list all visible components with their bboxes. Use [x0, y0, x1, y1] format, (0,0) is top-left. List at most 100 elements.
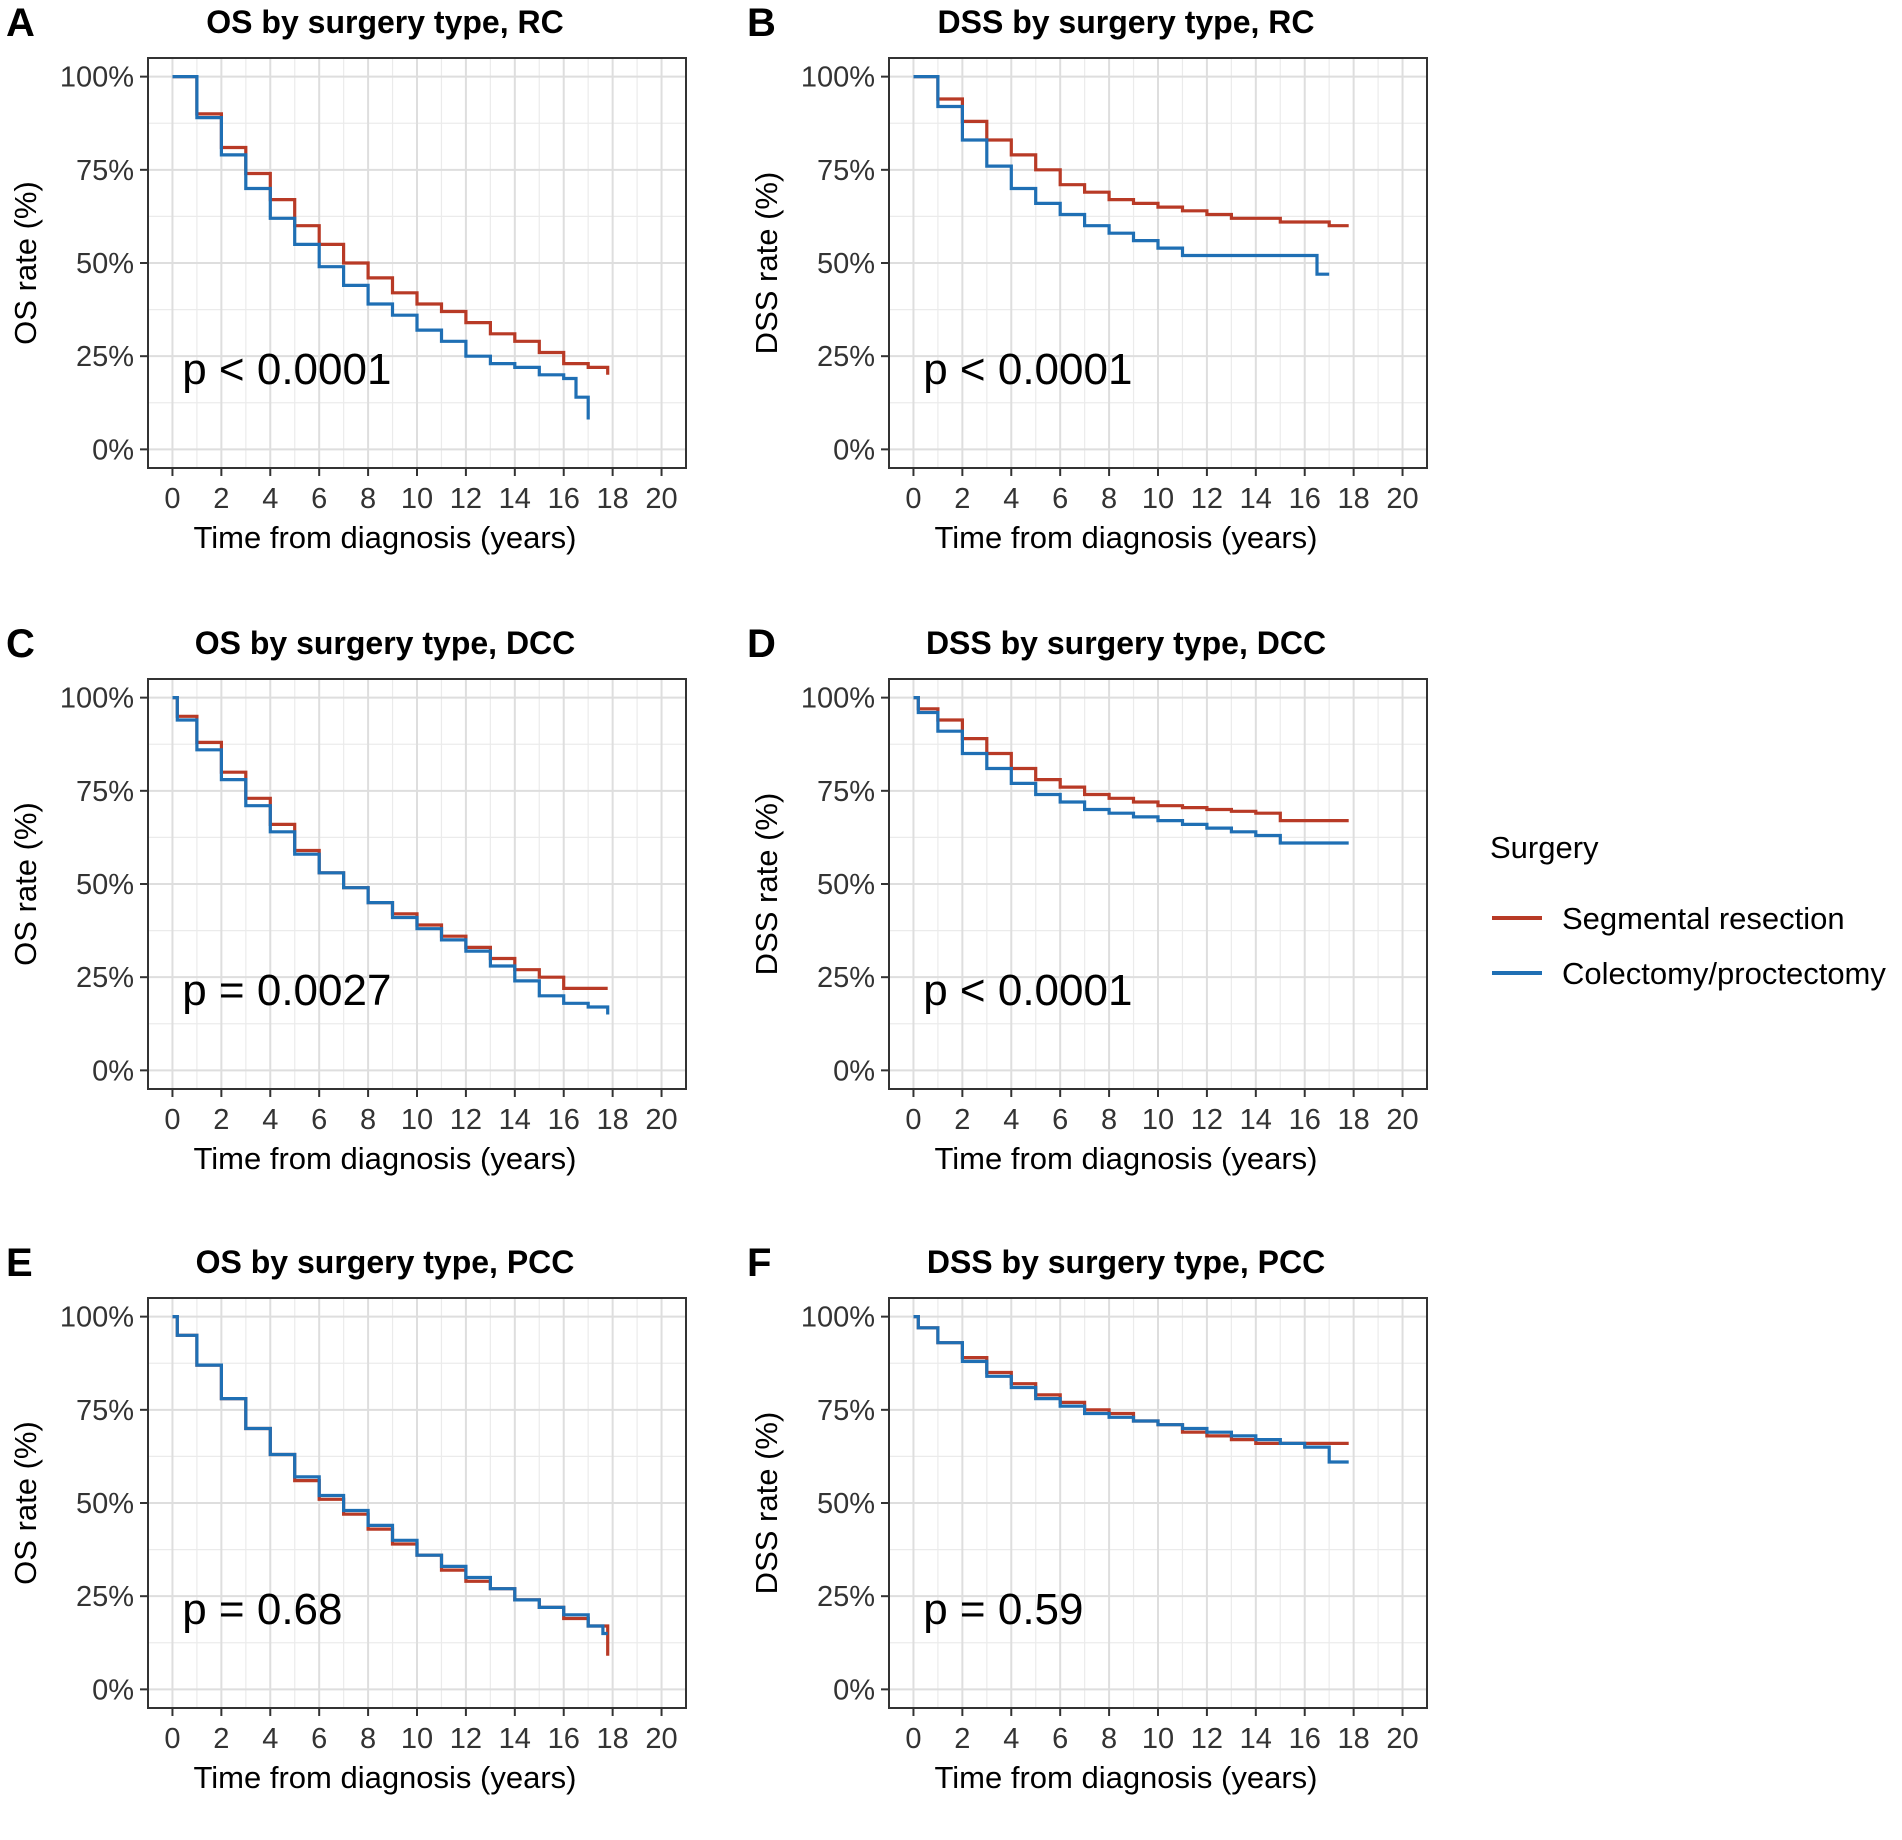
y-axis-title: OS rate (%)	[8, 181, 43, 345]
y-axis-title: DSS rate (%)	[749, 793, 784, 976]
x-tick-label: 10	[1142, 1104, 1174, 1136]
y-tick-label: 0%	[92, 1055, 134, 1087]
y-tick-label: 100%	[60, 1302, 134, 1334]
y-tick-label: 0%	[92, 434, 134, 466]
panel-letter: E	[6, 1241, 33, 1285]
x-axis-title: Time from diagnosis (years)	[193, 1141, 576, 1176]
y-tick-label: 75%	[76, 776, 134, 808]
panel-c: 0 2 4 6 8 10 12 14 16 18 20 0% 25% 50% 75% 100% Time fro…	[6, 622, 687, 1176]
x-tick-label: 12	[1191, 1104, 1223, 1136]
x-tick-label: 2	[213, 1104, 229, 1136]
legend: Surgery Segmental resection Colectomy/pr…	[1490, 830, 1886, 991]
legend-title: Surgery	[1490, 830, 1599, 865]
y-tick-label: 100%	[801, 1302, 875, 1334]
x-tick-label: 6	[311, 1104, 327, 1136]
x-tick-label: 14	[499, 483, 531, 515]
y-axis-title: DSS rate (%)	[749, 1412, 784, 1595]
x-tick-label: 12	[1191, 483, 1223, 515]
x-tick-label: 0	[905, 1104, 921, 1136]
y-tick-label: 25%	[817, 1581, 875, 1613]
legend-label-segmental-resection: Segmental resection	[1562, 901, 1845, 936]
y-tick-label: 50%	[76, 248, 134, 280]
segmental-resectioncurve	[913, 75, 1349, 228]
x-tick-label: 10	[1142, 1723, 1174, 1755]
x-tick-label: 2	[954, 483, 970, 515]
y-tick-label: 50%	[76, 1488, 134, 1520]
panel-title: DSS by surgery type, PCC	[927, 1244, 1325, 1280]
x-tick-label: 18	[597, 1723, 629, 1755]
y-tick-label: 25%	[817, 962, 875, 994]
colectomy-proctectomycurve	[913, 1315, 1349, 1464]
x-tick-label: 2	[213, 483, 229, 515]
y-tick-label: 50%	[817, 248, 875, 280]
p-value-annotation: p = 0.59	[923, 1585, 1083, 1634]
panel-title: DSS by surgery type, DCC	[926, 625, 1326, 661]
x-tick-label: 14	[1240, 483, 1272, 515]
y-tick-label: 25%	[76, 962, 134, 994]
x-axis-title: Time from diagnosis (years)	[934, 1141, 1317, 1176]
colectomy-proctectomycurve	[172, 1315, 608, 1636]
colectomy-proctectomycurve	[172, 75, 590, 420]
y-tick-label: 100%	[60, 62, 134, 94]
x-tick-label: 12	[450, 1104, 482, 1136]
x-tick-label: 14	[499, 1723, 531, 1755]
x-tick-label: 20	[1386, 483, 1418, 515]
x-tick-label: 8	[1101, 1723, 1117, 1755]
panel-letter: F	[747, 1241, 771, 1285]
y-tick-label: 25%	[76, 341, 134, 373]
x-tick-label: 12	[1191, 1723, 1223, 1755]
panel-e: 0 2 4 6 8 10 12 14 16 18 20 0% 25% 50% 75% 100% Time fro…	[6, 1241, 687, 1795]
x-tick-label: 18	[1338, 1104, 1370, 1136]
x-tick-label: 0	[164, 1723, 180, 1755]
y-tick-label: 50%	[76, 869, 134, 901]
x-tick-label: 8	[360, 483, 376, 515]
x-axis-title: Time from diagnosis (years)	[193, 520, 576, 555]
x-tick-label: 14	[499, 1104, 531, 1136]
y-tick-label: 50%	[817, 869, 875, 901]
panels: 0 2 4 6 8 10 12 14 16 18 200%25%50%75%100%Time fro…	[6, 1, 1428, 1795]
x-tick-label: 4	[262, 1723, 278, 1755]
panel-letter: D	[747, 622, 776, 666]
y-tick-label: 25%	[817, 341, 875, 373]
x-tick-label: 6	[311, 1723, 327, 1755]
x-axis-title: Time from diagnosis (years)	[934, 520, 1317, 555]
x-axis-title: Time from diagnosis (years)	[934, 1760, 1317, 1795]
x-tick-label: 16	[548, 1723, 580, 1755]
panel-letter: C	[6, 622, 35, 666]
x-tick-label: 6	[1052, 1723, 1068, 1755]
panel-title: OS by surgery type, DCC	[195, 625, 576, 661]
x-tick-label: 20	[645, 483, 677, 515]
p-value-annotation: p = 0.68	[182, 1585, 342, 1634]
x-tick-label: 4	[262, 1104, 278, 1136]
x-tick-label: 16	[1289, 1104, 1321, 1136]
panel-a: 0 2 4 6 8 10 12 14 16 18 20 0% 25% 50% 75% 100% Time fro…	[6, 1, 687, 555]
x-tick-label: 0	[905, 483, 921, 515]
x-tick-label: 18	[1338, 483, 1370, 515]
x-tick-label: 0	[905, 1723, 921, 1755]
x-tick-label: 4	[1003, 483, 1019, 515]
legend-label-colectomy-proctectomy: Colectomy/proctectomy	[1562, 956, 1886, 991]
x-tick-label: 8	[360, 1104, 376, 1136]
panel-letter: A	[6, 1, 35, 45]
x-tick-label: 4	[1003, 1723, 1019, 1755]
panel-title: DSS by surgery type, RC	[938, 4, 1315, 40]
x-tick-label: 6	[311, 483, 327, 515]
p-value-annotation: p < 0.0001	[923, 966, 1132, 1015]
y-tick-label: 0%	[833, 1055, 875, 1087]
colectomy-proctectomycurve	[172, 696, 610, 1015]
x-tick-label: 8	[1101, 1104, 1117, 1136]
colectomy-proctectomycurve	[913, 75, 1330, 276]
y-tick-label: 75%	[76, 1395, 134, 1427]
x-tick-label: 4	[1003, 1104, 1019, 1136]
x-tick-label: 16	[548, 483, 580, 515]
x-tick-label: 20	[645, 1104, 677, 1136]
x-tick-label: 0	[164, 483, 180, 515]
x-tick-label: 14	[1240, 1104, 1272, 1136]
y-axis-title: OS rate (%)	[8, 1421, 43, 1585]
y-tick-label: 100%	[801, 683, 875, 715]
x-tick-label: 20	[1386, 1723, 1418, 1755]
x-tick-label: 10	[401, 483, 433, 515]
x-tick-label: 16	[548, 1104, 580, 1136]
x-tick-label: 14	[1240, 1723, 1272, 1755]
